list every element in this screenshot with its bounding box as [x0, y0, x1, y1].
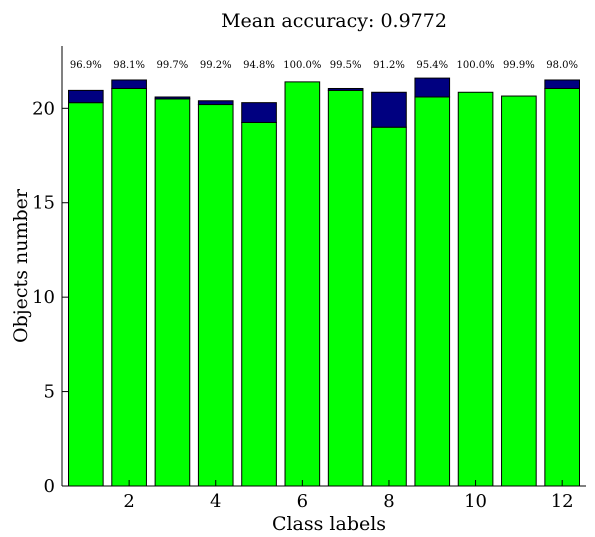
bar-correct	[68, 102, 104, 487]
x-tick-label: 10	[464, 491, 487, 512]
y-tick-label: 5	[44, 382, 55, 403]
y-tick-label: 15	[32, 193, 55, 214]
data-label: 96.9%	[70, 60, 102, 71]
data-label: 95.4%	[416, 60, 448, 71]
axes-layer	[61, 46, 586, 487]
data-label: 99.9%	[503, 60, 535, 71]
bar-correct	[327, 89, 364, 487]
bar-misclassified	[111, 79, 147, 89]
data-label: 99.5%	[330, 60, 362, 71]
bars-layer	[68, 77, 580, 487]
data-label: 100.0%	[456, 60, 494, 71]
data-label: 98.1%	[113, 60, 145, 71]
bar-misclassified	[327, 87, 364, 91]
data-label: 94.8%	[243, 60, 275, 71]
bar-correct	[284, 81, 321, 487]
data-labels-layer: 96.9% 98.1% 99.7% 99.2% 94.8% 100.0% 99.5% 91.2…	[70, 60, 578, 71]
x-axis-label: Class labels	[272, 513, 386, 535]
data-label: 99.7%	[157, 60, 189, 71]
bar-correct	[501, 95, 537, 487]
bar-correct	[371, 126, 407, 487]
bar-misclassified	[68, 89, 104, 104]
bar-correct	[197, 104, 234, 487]
y-tick-label: 0	[44, 476, 55, 497]
chart-title: Mean accuracy: 0.9772	[221, 10, 447, 32]
data-label: 98.0%	[546, 60, 578, 71]
x-tick-label: 12	[551, 491, 574, 512]
bar-correct	[414, 96, 451, 487]
bar-correct	[111, 87, 147, 487]
axis-ticks-layer: 2 4 6 8 10 12 0 5 10 15 20	[32, 98, 574, 512]
x-tick-label: 6	[297, 491, 308, 512]
bar-misclassified	[197, 100, 234, 106]
bar-misclassified	[544, 79, 580, 89]
bar-misclassified	[241, 102, 277, 123]
data-label: 100.0%	[283, 60, 321, 71]
x-tick-label: 4	[210, 491, 221, 512]
bar-misclassified	[414, 77, 451, 98]
bar-correct	[457, 91, 494, 487]
y-tick-label: 20	[32, 98, 55, 119]
x-tick-label: 8	[383, 491, 394, 512]
x-tick-label: 2	[123, 491, 134, 512]
y-axis-label: Objects number	[10, 188, 32, 343]
bar-misclassified	[371, 91, 407, 128]
bar-correct	[544, 87, 580, 487]
bar-misclassified	[154, 96, 191, 100]
data-label: 91.2%	[373, 60, 405, 71]
y-tick-label: 10	[32, 287, 55, 308]
bar-correct	[154, 98, 191, 487]
bar-correct	[241, 121, 277, 487]
data-label: 99.2%	[200, 60, 232, 71]
